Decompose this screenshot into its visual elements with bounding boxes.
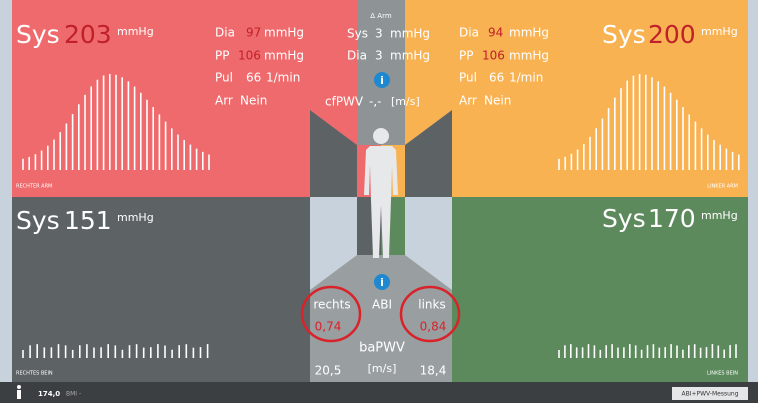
value: Nein: [240, 94, 267, 108]
unit: mmHg: [117, 25, 154, 38]
unit: mmHg: [264, 26, 304, 40]
label: Pul: [215, 71, 233, 85]
unit: mmHg: [509, 49, 549, 63]
label: Arr: [215, 94, 233, 108]
panel-label: LINKES BEIN: [707, 371, 738, 377]
mode-button[interactable]: [672, 387, 748, 400]
label: cfPWV: [325, 95, 364, 109]
info-glyph: i: [380, 74, 384, 87]
info-glyph: i: [380, 276, 384, 289]
label: PP: [459, 49, 473, 63]
value: -,-: [369, 95, 381, 109]
center-red: [310, 0, 357, 145]
value: 106: [482, 49, 505, 63]
center-orange: [405, 0, 452, 145]
label: Dia: [215, 26, 235, 40]
value: 18,4: [420, 364, 447, 378]
unit: mmHg: [390, 27, 430, 41]
unit: [m/s]: [368, 362, 397, 375]
unit: mmHg: [701, 25, 738, 38]
title: baPWV: [359, 341, 405, 356]
panel-label: RECHTES BEIN: [16, 371, 53, 377]
value: 0,84: [420, 320, 447, 334]
value: Nein: [484, 94, 511, 108]
person-icon: [17, 385, 21, 399]
button-label: ABI+PWV-Messung: [681, 391, 738, 398]
label: Arr: [459, 94, 477, 108]
bmi: BMI -: [66, 391, 81, 398]
info-icon[interactable]: [374, 72, 390, 88]
value: 170: [648, 204, 696, 233]
label: links: [418, 298, 445, 312]
label: Pul: [459, 71, 477, 85]
left-arm-panel: [452, 0, 748, 197]
label: Sys: [16, 20, 60, 49]
label: Sys: [16, 206, 60, 235]
value: 151: [64, 206, 112, 235]
title: Δ Arm: [370, 12, 392, 20]
unit: 1/min: [509, 71, 543, 85]
label: rechts: [313, 298, 350, 312]
value: 3: [375, 27, 383, 41]
unit: 1/min: [266, 71, 300, 85]
abi-panel: [310, 255, 452, 382]
unit: [m/s]: [391, 95, 420, 108]
value: 3: [375, 49, 383, 63]
label: Sys: [602, 20, 646, 49]
label: Dia: [459, 26, 479, 40]
label: Dia: [347, 49, 367, 63]
value: 203: [64, 20, 112, 49]
right-leg-panel: [12, 197, 310, 382]
value: 20,5: [315, 364, 342, 378]
panel-label: LINKER ARM: [707, 184, 738, 190]
unit: mmHg: [701, 209, 738, 222]
unit: mmHg: [509, 26, 549, 40]
value: 200: [648, 20, 696, 49]
info-icon[interactable]: [374, 274, 390, 290]
value: 94: [488, 26, 503, 40]
value: 0,74: [315, 320, 342, 334]
highlight: [300, 285, 362, 343]
value: 66: [246, 71, 261, 85]
label: Sys: [347, 27, 368, 41]
unit: mmHg: [117, 211, 154, 224]
highlight: [399, 285, 461, 343]
label: PP: [215, 49, 229, 63]
unit: mmHg: [390, 49, 430, 63]
footer-bar: [0, 382, 758, 403]
title: ABI: [372, 298, 392, 312]
label: Sys: [602, 204, 646, 233]
value: 66: [489, 71, 504, 85]
value: 97: [246, 26, 261, 40]
value: 106: [238, 49, 261, 63]
unit: mmHg: [264, 49, 304, 63]
right-arm-panel: [12, 0, 310, 197]
height: 174,0: [38, 390, 60, 398]
body-figure: [364, 128, 398, 258]
panel-label: RECHTER ARM: [16, 184, 52, 190]
